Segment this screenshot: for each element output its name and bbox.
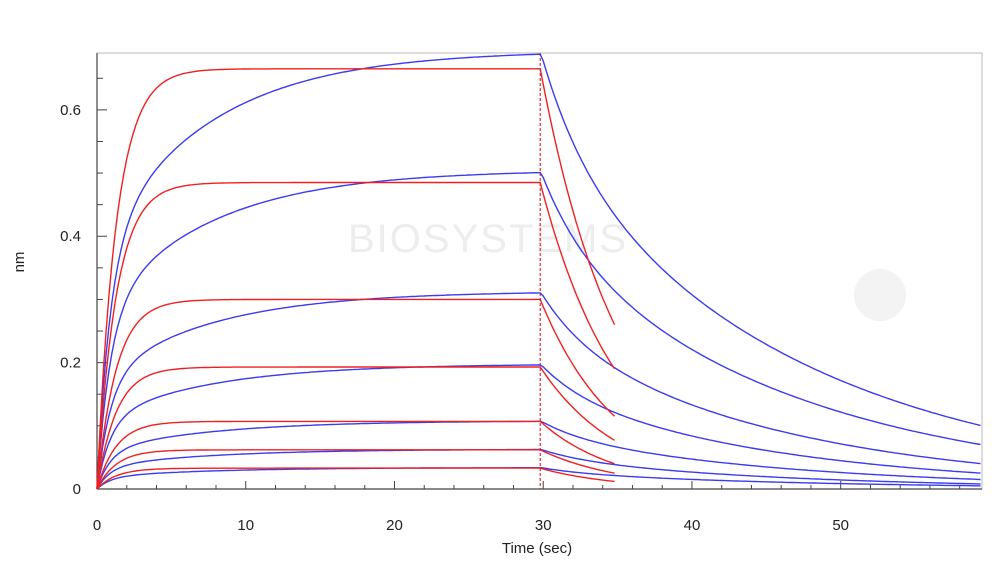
watermark-text: BIOSYSTEMS xyxy=(348,217,628,261)
y-axis-title: nm xyxy=(11,252,28,273)
x-axis-title: Time (sec) xyxy=(502,540,572,557)
axes xyxy=(96,53,982,490)
fit-curve-2 xyxy=(96,181,616,490)
plot-frame xyxy=(96,52,983,490)
x-tick-label: 40 xyxy=(684,517,701,534)
measured-curve-4 xyxy=(96,364,981,490)
fit-curve-1 xyxy=(96,68,616,490)
y-tick-label: 0 xyxy=(73,481,81,498)
fit-curve-7 xyxy=(96,467,615,490)
series-group xyxy=(96,53,981,490)
fit-curve-4 xyxy=(96,366,615,490)
y-tick-label: 0.4 xyxy=(60,228,81,245)
fit-curve-5 xyxy=(96,420,615,490)
measured-curve-2 xyxy=(96,171,981,490)
measured-curve-3 xyxy=(96,292,981,490)
tick-labels: 0 0.2 0.4 0.6 0 10 20 30 40 50 xyxy=(60,102,849,534)
measured-curve-1 xyxy=(96,53,981,490)
fit-curve-6 xyxy=(96,449,615,490)
x-tick-label: 50 xyxy=(832,517,849,534)
measured-curve-7 xyxy=(96,467,981,490)
x-tick-label: 30 xyxy=(535,517,552,534)
y-tick-label: 0.2 xyxy=(60,355,81,372)
y-tick-label: 0.6 xyxy=(60,102,81,119)
x-tick-label: 0 xyxy=(93,517,101,534)
fit-curve-3 xyxy=(96,298,616,490)
x-tick-label: 10 xyxy=(237,517,254,534)
x-tick-label: 20 xyxy=(386,517,403,534)
watermark-dot xyxy=(854,269,906,321)
watermark: BIOSYSTEMS xyxy=(348,217,906,321)
